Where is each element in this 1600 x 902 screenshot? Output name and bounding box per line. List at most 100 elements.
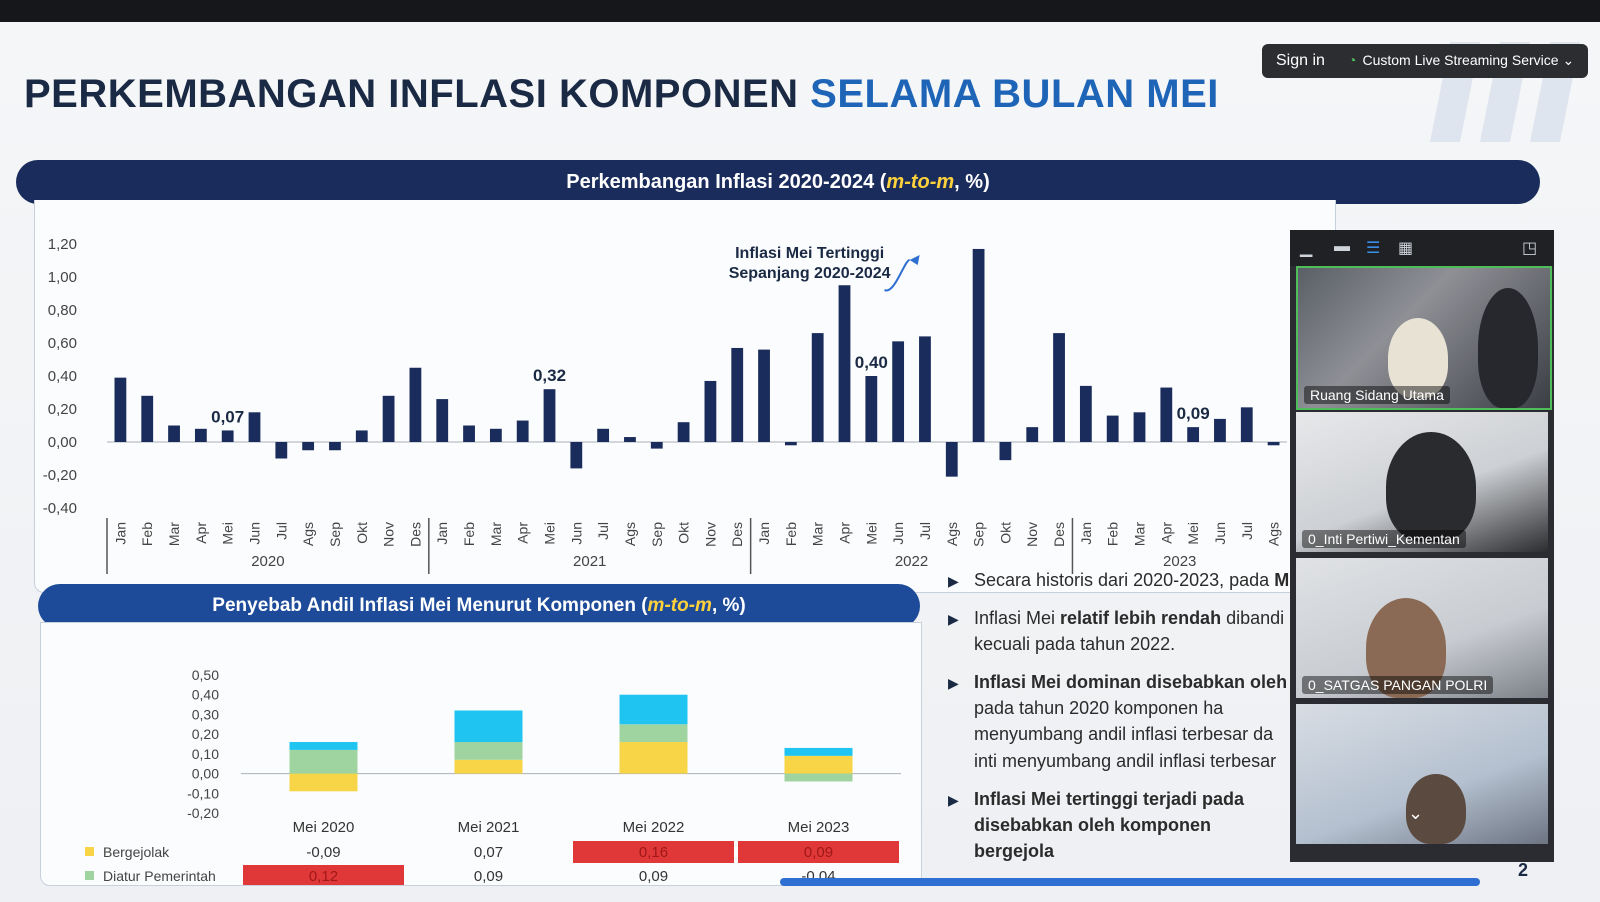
popout-icon[interactable]: ◳ (1522, 240, 1538, 257)
bar (811, 333, 824, 442)
table-header: Mei 2020 (293, 819, 355, 836)
annotation-line: Inflasi Mei Tertinggi (735, 245, 884, 262)
y-tick-label: -0,20 (187, 805, 219, 821)
participant-tile[interactable]: Ruang Sidang Utama (1296, 266, 1552, 410)
table-cell: 0,07 (474, 844, 503, 861)
bullet-arrow-icon: ▶ (948, 611, 959, 628)
table-header: Mei 2022 (623, 819, 685, 836)
bar (1240, 407, 1253, 442)
bullet-item: ▶ Secara historis dari 2020-2023, pada M (948, 567, 1293, 593)
stacked-segment (289, 742, 358, 750)
bullet-list: ▶ Secara historis dari 2020-2023, pada M ▶… (948, 567, 1293, 876)
component-chart-panel: 0,50 0,40 0,30 0,20 0,10 0,00 -0,10 -0,20 Mei 20… (40, 622, 922, 886)
table-cell: 0,09 (474, 868, 503, 885)
x-tick-label: Sep (649, 522, 665, 547)
page-number: 2 (1518, 860, 1529, 880)
x-tick-label: Okt (354, 522, 370, 544)
x-tick-label: Sep (971, 522, 987, 547)
y-tick-label: -0,20 (43, 467, 77, 484)
x-tick-label: Mar (810, 522, 826, 546)
stream-label: Custom Live Streaming Service (1362, 52, 1559, 68)
participant-tile[interactable]: 0_Inti Pertiwi_Kementan (1296, 412, 1548, 552)
chevron-down-icon[interactable]: ⌄ (1408, 803, 1424, 823)
bar (382, 395, 395, 442)
bar (677, 422, 690, 442)
chevron-down-icon[interactable]: ⌄ (1562, 52, 1575, 68)
bullet-text: Secara historis dari 2020-2023, pada (974, 570, 1275, 590)
x-tick-label: Mar (166, 522, 182, 546)
bar (355, 430, 368, 442)
bar (168, 425, 180, 442)
bar (1214, 418, 1226, 442)
live-stream-menu[interactable]: ◔ Custom Live Streaming Service ⌄ (1348, 52, 1574, 69)
stacked-segment (289, 773, 358, 792)
bar (704, 380, 717, 442)
bar (409, 367, 422, 442)
participant-figure (1388, 318, 1448, 398)
main-chart-banner: Perkembangan Inflasi 2020-2024 (m-to-m, … (16, 160, 1540, 204)
bar (892, 341, 905, 442)
bullet-item: ▶ Inflasi Mei tertinggi terjadi pada dise… (948, 786, 1293, 864)
presentation-screen: PERKEMBANGAN INFLASI KOMPONEN SELAMA BUL… (0, 22, 1600, 902)
participant-figure (1406, 774, 1466, 844)
bar (1267, 442, 1280, 446)
window-icon[interactable]: ▬ (1334, 238, 1350, 255)
table-cell: 0,09 (804, 844, 833, 861)
bar (1106, 415, 1119, 442)
y-tick-label: 0,20 (192, 726, 219, 742)
inflation-bar-chart: 1,20 1,00 0,80 0,60 0,40 0,20 0,00 -0,20 -0,40 Ja… (43, 236, 1287, 574)
stacked-segment (454, 759, 523, 774)
minimize-icon[interactable]: ▁ (1300, 240, 1313, 257)
table-cell: 0,12 (309, 868, 338, 885)
table-cell: 0,09 (639, 868, 668, 885)
annotation-arrow (884, 259, 911, 292)
x-tick-label: Jul (273, 522, 289, 540)
y-tick-label: -0,10 (187, 785, 219, 801)
year-label: 2023 (1163, 553, 1196, 570)
x-tick-label: Jan (434, 522, 450, 545)
participant-name: Ruang Sidang Utama (1304, 386, 1450, 404)
component-banner-em: m-to-m (647, 595, 712, 616)
bar (275, 442, 288, 459)
y-tick-label: -0,40 (43, 500, 77, 517)
main-chart-banner-end: , %) (954, 171, 990, 193)
bar (1160, 387, 1173, 442)
slide-title: PERKEMBANGAN INFLASI KOMPONEN SELAMA BUL… (24, 72, 1219, 117)
bar (141, 395, 154, 442)
bar (248, 412, 261, 442)
stacked-segment (784, 747, 853, 756)
data-label: 0,40 (855, 353, 888, 372)
x-tick-label: Mei (1185, 522, 1201, 545)
x-tick-label: Jun (247, 522, 263, 545)
main-chart-banner-text: Perkembangan Inflasi 2020-2024 ( (566, 171, 887, 193)
x-tick-label: Feb (783, 522, 799, 546)
speaker-view-icon[interactable]: ☰ (1366, 240, 1381, 257)
sign-in-button[interactable]: Sign in (1276, 52, 1325, 69)
bar (436, 399, 449, 442)
bar (516, 420, 529, 442)
participant-tile[interactable]: 0_SATGAS PANGAN POLRI (1296, 558, 1548, 698)
participant-name: 0_SATGAS PANGAN POLRI (1302, 676, 1494, 694)
x-tick-label: Mei (220, 522, 236, 545)
table-cell: 0,16 (639, 844, 668, 861)
x-tick-label: Jul (595, 522, 611, 540)
annotation-line: Sepanjang 2020-2024 (729, 265, 891, 282)
x-tick-label: Ags (300, 522, 316, 546)
x-tick-label: Feb (139, 522, 155, 546)
component-stacked-chart: 0,50 0,40 0,30 0,20 0,10 0,00 -0,10 -0,20 Mei 20… (85, 667, 901, 885)
x-tick-label: Des (1051, 522, 1067, 547)
y-tick-label: 0,40 (192, 687, 219, 703)
bullet-arrow-icon: ▶ (948, 791, 959, 808)
bar (624, 437, 636, 442)
gallery-view-icon[interactable]: ▦ (1398, 240, 1414, 257)
gallery-toolbar: ▁ ▬ ☰ ▦ ◳ (1290, 230, 1554, 266)
participant-tile[interactable]: ⌄ (1296, 704, 1548, 844)
year-label: 2021 (573, 553, 606, 570)
x-tick-label: Jan (1078, 522, 1094, 545)
bar (1187, 427, 1200, 442)
bar (784, 442, 797, 446)
bar (194, 428, 207, 442)
table-row-label: Bergejolak (103, 844, 170, 860)
bar (731, 347, 744, 442)
x-tick-label: Jun (1212, 522, 1228, 545)
